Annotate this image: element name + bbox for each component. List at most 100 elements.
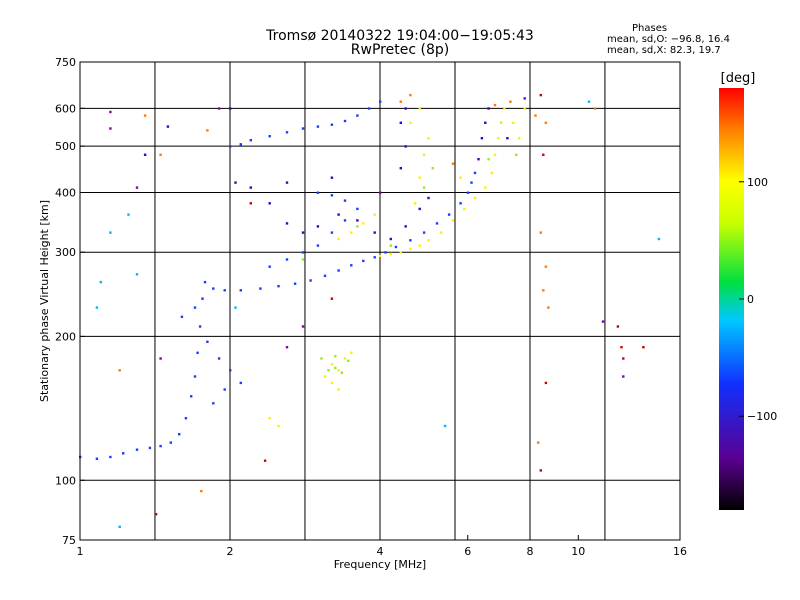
data-point <box>309 279 312 282</box>
data-point <box>301 127 305 130</box>
data-point <box>143 114 147 117</box>
data-point <box>203 280 207 284</box>
data-point <box>263 459 267 462</box>
chart-subtitle: RwPretec (8p) <box>350 42 450 58</box>
data-point <box>347 359 350 362</box>
data-point <box>466 191 470 194</box>
x-tick-label: 1 <box>77 545 84 558</box>
data-point <box>330 363 334 366</box>
data-point <box>427 196 430 200</box>
data-point <box>340 371 343 374</box>
data-point <box>601 320 605 323</box>
x-axis-label: Frequency [MHz] <box>334 558 426 571</box>
data-point <box>493 153 497 156</box>
data-point <box>409 239 412 242</box>
data-point <box>418 107 421 110</box>
data-point <box>367 107 371 110</box>
data-point <box>323 274 327 277</box>
data-point <box>169 441 172 444</box>
data-point <box>477 158 480 161</box>
data-point <box>542 289 545 292</box>
data-point <box>301 251 305 254</box>
data-point <box>544 265 548 268</box>
data-point <box>301 231 305 234</box>
data-point <box>268 135 271 138</box>
data-point <box>373 231 376 234</box>
data-point <box>470 181 473 184</box>
data-point <box>362 222 365 225</box>
data-point <box>422 186 426 189</box>
data-point <box>484 121 487 124</box>
colorbar-tick-label: −100 <box>747 410 777 423</box>
data-point <box>330 231 334 234</box>
data-point <box>229 145 232 148</box>
data-point <box>337 269 340 272</box>
data-point <box>497 137 500 140</box>
data-point <box>544 121 548 124</box>
data-point <box>334 355 337 358</box>
data-point <box>337 237 340 241</box>
data-point <box>517 137 521 140</box>
data-point <box>409 93 412 97</box>
data-point <box>500 121 503 124</box>
data-point <box>249 202 252 205</box>
data-point <box>200 489 203 493</box>
data-point <box>118 525 121 528</box>
data-point <box>404 145 407 148</box>
data-point <box>422 153 426 156</box>
data-point <box>493 103 497 107</box>
data-point <box>337 213 340 216</box>
y-tick-label: 600 <box>55 102 76 115</box>
data-point <box>249 186 252 189</box>
data-point <box>343 199 347 202</box>
data-point <box>99 280 102 284</box>
data-point <box>523 107 526 110</box>
data-point <box>327 369 330 372</box>
data-point <box>234 306 237 309</box>
data-point <box>193 306 197 309</box>
data-point <box>384 251 387 254</box>
data-point <box>184 417 188 420</box>
data-point <box>109 127 112 130</box>
colorbar-ticks: 100 0 −100 <box>739 176 777 423</box>
data-point <box>337 388 340 391</box>
stats-heading: Phases <box>632 23 668 34</box>
data-point <box>239 381 242 385</box>
y-tick-label: 500 <box>55 140 76 153</box>
y-tick-label: 100 <box>55 474 76 487</box>
data-point <box>109 455 112 459</box>
colorbar-unit: [deg] <box>721 71 756 86</box>
data-point <box>159 153 162 156</box>
y-tick-label: 300 <box>55 246 76 259</box>
y-axis: 75 100 200 300 400 500 600 750 <box>55 56 85 547</box>
data-point <box>459 176 462 179</box>
data-point <box>337 369 340 372</box>
x-axis: 1 2 4 6 8 10 16 <box>77 535 687 558</box>
data-point <box>356 207 359 211</box>
data-point <box>193 375 197 378</box>
data-point <box>509 100 512 103</box>
data-point <box>249 139 252 142</box>
data-point <box>547 306 550 309</box>
data-point <box>259 287 262 290</box>
data-point <box>343 119 347 123</box>
data-point <box>201 297 204 300</box>
x-tick-label: 16 <box>673 545 687 558</box>
data-point <box>459 202 462 205</box>
data-point <box>268 202 271 205</box>
data-point <box>316 125 320 128</box>
x-tick-label: 8 <box>527 545 534 558</box>
data-points <box>79 93 661 528</box>
data-point <box>484 186 487 189</box>
data-point <box>404 225 407 228</box>
data-point <box>537 441 540 444</box>
data-point <box>356 219 359 222</box>
data-point <box>316 225 320 228</box>
data-point <box>323 375 327 378</box>
data-point <box>301 325 305 328</box>
data-point <box>399 121 402 124</box>
x-tick-label: 4 <box>377 545 384 558</box>
y-tick-label: 75 <box>62 534 76 547</box>
data-point <box>285 346 289 349</box>
data-point <box>435 222 439 225</box>
